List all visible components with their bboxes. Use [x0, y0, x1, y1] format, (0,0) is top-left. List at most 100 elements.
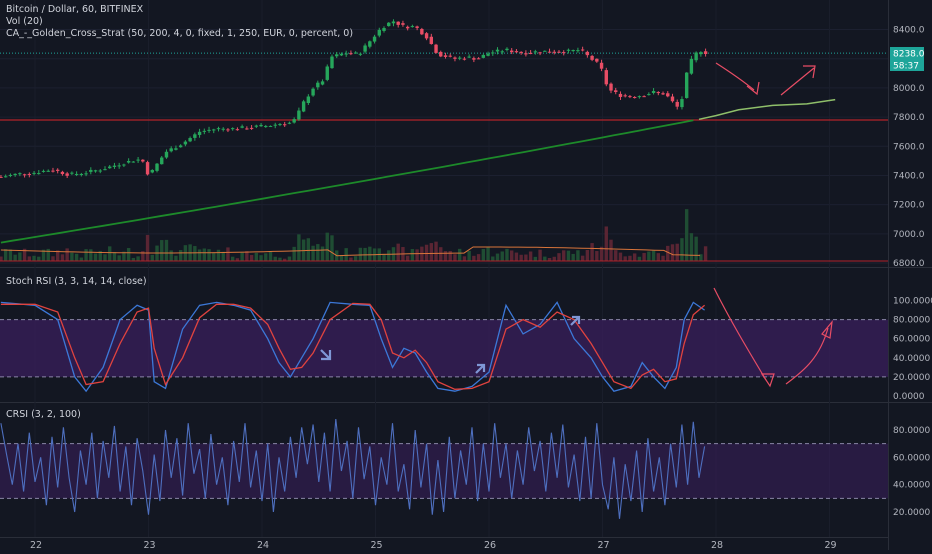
candle: [618, 91, 623, 101]
candle-body: [424, 33, 429, 39]
volume-bar: [202, 248, 207, 261]
price-tick-label: 7600.0: [893, 142, 925, 152]
candle: [183, 140, 188, 147]
candle: [145, 160, 150, 176]
candle-body: [684, 72, 689, 98]
candle-body: [562, 52, 566, 54]
candle-body: [491, 52, 495, 54]
volume-bar: [0, 256, 3, 261]
candle: [297, 107, 301, 121]
volume-bar: [297, 234, 301, 261]
volume-legend[interactable]: Vol (20): [6, 16, 43, 27]
candle-body: [387, 22, 391, 27]
symbol-title[interactable]: Bitcoin / Dollar, 60, BITFINEX: [6, 4, 144, 15]
candle-body: [235, 129, 240, 131]
volume-bar: [79, 257, 84, 261]
candle: [642, 95, 646, 98]
candle: [670, 93, 675, 103]
volume-bar: [424, 244, 429, 261]
volume-bar: [609, 239, 613, 261]
candle: [212, 128, 216, 134]
candle-body: [330, 56, 334, 69]
candle: [405, 25, 410, 31]
volume-bar: [552, 256, 556, 261]
volume-bar: [675, 243, 679, 261]
volume-bar: [60, 254, 65, 261]
volume-bar: [481, 249, 486, 261]
candle-body: [245, 128, 249, 130]
candle-body: [84, 173, 88, 175]
candle: [221, 127, 225, 132]
candle: [136, 156, 140, 163]
ma200-line: [0, 119, 694, 244]
candle-body: [576, 50, 580, 52]
candle-body: [656, 92, 661, 94]
candle: [216, 126, 221, 132]
candle: [571, 49, 575, 52]
candle: [358, 52, 363, 56]
candle-body: [401, 23, 405, 25]
candle-body: [699, 52, 703, 55]
candle: [505, 47, 509, 52]
candle-body: [212, 129, 216, 131]
candle-body: [396, 21, 400, 25]
last-price-label: 8238.0: [893, 50, 925, 60]
price-tick-label: 8000.0: [893, 84, 925, 94]
candle-body: [160, 157, 164, 165]
candle: [56, 168, 60, 174]
time-tick-label: 25: [371, 540, 383, 550]
candle-body: [278, 124, 282, 126]
time-tick-label: 22: [30, 540, 42, 550]
crsi-legend[interactable]: CRSI (3, 2, 100): [6, 409, 81, 420]
candle-body: [675, 101, 679, 107]
candle-body: [604, 70, 608, 85]
candle: [519, 51, 523, 55]
candle: [13, 173, 17, 177]
volume-bar: [349, 257, 353, 261]
candle: [188, 136, 192, 143]
candle-body: [3, 176, 8, 178]
candle: [316, 80, 320, 90]
volume-bar: [339, 255, 344, 261]
candle-body: [207, 129, 211, 131]
candle-body: [580, 49, 585, 51]
strategy-legend[interactable]: CA_-_Golden_Cross_Strat (50, 200, 4, 0, …: [6, 28, 353, 39]
candle-body: [183, 141, 188, 145]
overlay-lines: [0, 52, 888, 262]
candle: [65, 171, 69, 179]
candle-body: [188, 138, 192, 142]
candle-body: [46, 170, 50, 172]
candle: [595, 58, 599, 63]
volume-bar: [287, 256, 292, 261]
candle-body: [651, 91, 656, 93]
candle-body: [240, 126, 244, 128]
volume-bar: [292, 246, 296, 261]
candle: [193, 132, 197, 141]
volume-bar: [462, 256, 467, 261]
volume-bar: [254, 252, 259, 261]
arrow-down-icon: [746, 81, 760, 96]
crsi-tick-label: 60.0000: [893, 453, 930, 463]
candle-body: [434, 44, 438, 53]
candle: [37, 170, 41, 175]
candle: [396, 21, 400, 28]
candle: [467, 54, 471, 59]
volume-bar: [557, 253, 561, 261]
user-drawings[interactable]: [320, 62, 833, 388]
candle-body: [382, 28, 386, 31]
volume-bar: [472, 255, 476, 261]
candle-body: [301, 101, 306, 112]
price-tick-label: 7000.0: [893, 230, 925, 240]
volume-bar: [566, 250, 571, 261]
candle: [533, 49, 538, 55]
candle: [623, 93, 627, 98]
candle-body: [571, 50, 575, 52]
candle-body: [155, 163, 159, 171]
candle: [197, 128, 202, 138]
volume-bar: [169, 250, 173, 261]
crsi-tick-label: 80.0000: [893, 426, 930, 436]
stoch-tick-label: 0.0000: [893, 392, 925, 402]
candle-body: [136, 159, 140, 161]
stoch-rsi-legend[interactable]: Stoch RSI (3, 3, 14, 14, close): [6, 276, 147, 287]
